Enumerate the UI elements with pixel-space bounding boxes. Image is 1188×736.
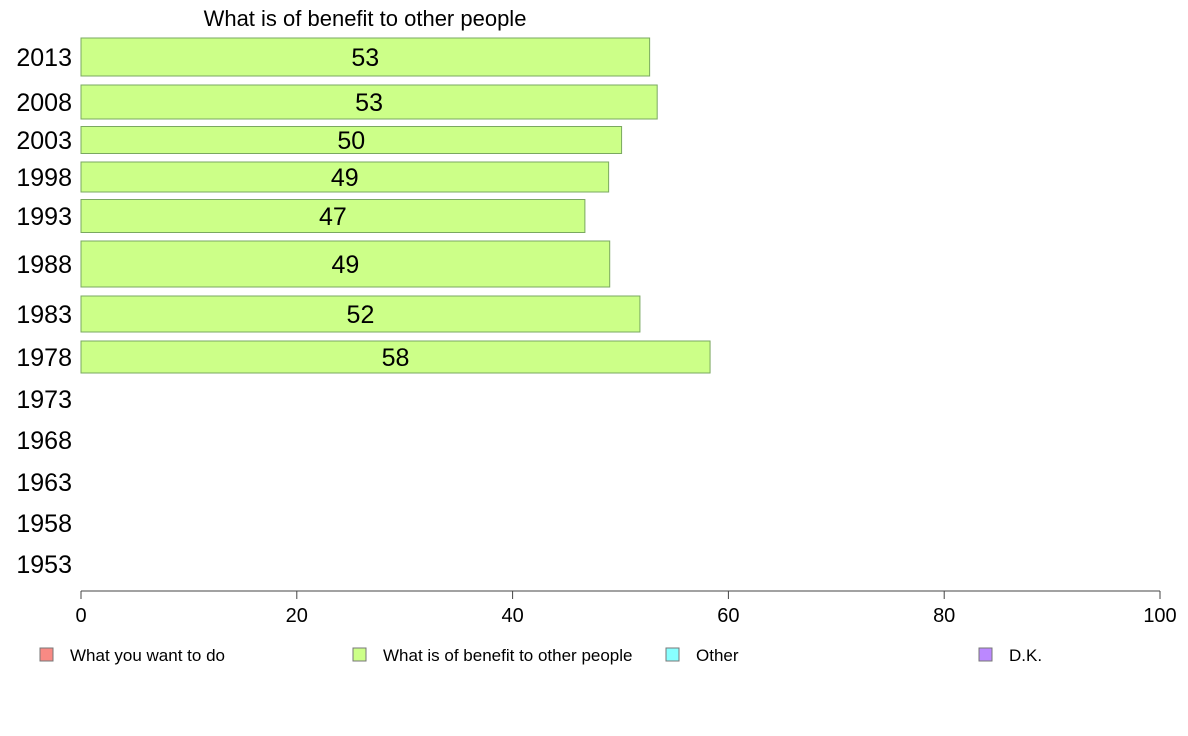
data-label-1998: 49	[331, 164, 359, 192]
legend-label-3: D.K.	[1009, 646, 1042, 665]
legend: What you want to do What is of benefit to…	[39, 646, 1042, 665]
x-tick-label-40: 40	[501, 605, 523, 627]
chart-title: What is of benefit to other people	[204, 6, 527, 31]
data-label-2008: 53	[355, 89, 383, 117]
data-label-2013: 53	[351, 44, 379, 72]
legend-swatch-1	[352, 647, 367, 662]
y-tick-label-2013: 2013	[16, 44, 72, 72]
y-tick-label-1968: 1968	[16, 427, 72, 455]
legend-label-1: What is of benefit to other people	[383, 646, 633, 665]
y-tick-label-2003: 2003	[16, 127, 72, 155]
y-tick-label-1998: 1998	[16, 164, 72, 192]
legend-swatch-2	[665, 647, 680, 662]
bar-1988	[80, 240, 611, 288]
y-tick-label-2008: 2008	[16, 89, 72, 117]
y-tick-label-1953: 1953	[16, 551, 72, 579]
y-tick-label-1978: 1978	[16, 344, 72, 372]
data-label-1988: 49	[331, 251, 359, 279]
bar-1998	[80, 161, 610, 193]
data-label-2003: 50	[337, 127, 365, 155]
bar-1983	[80, 295, 641, 333]
y-tick-label-1983: 1983	[16, 301, 72, 329]
x-tick-label-20: 20	[286, 605, 308, 627]
y-tick-label-1973: 1973	[16, 386, 72, 414]
x-tick-label-100: 100	[1143, 605, 1176, 627]
bar-2008	[80, 84, 658, 120]
bars-layer	[80, 37, 711, 374]
legend-label-0: What you want to do	[70, 646, 225, 665]
legend-label-2: Other	[696, 646, 739, 665]
bar-2013	[80, 37, 651, 77]
y-tick-label-1993: 1993	[16, 203, 72, 231]
bar-1993	[80, 199, 586, 233]
x-tick-label-0: 0	[75, 605, 86, 627]
y-tick-label-1988: 1988	[16, 251, 72, 279]
bar-2003	[80, 126, 623, 154]
legend-swatch-3	[978, 647, 993, 662]
y-tick-label-1958: 1958	[16, 510, 72, 538]
data-label-1978: 58	[382, 344, 410, 372]
x-tick-label-80: 80	[933, 605, 955, 627]
x-tick-label-60: 60	[717, 605, 739, 627]
data-label-1993: 47	[319, 203, 347, 231]
y-tick-label-1963: 1963	[16, 469, 72, 497]
legend-swatch-0	[39, 647, 54, 662]
y-axis: 2013 2008 2003 1998 1993 1988 1983 1978 1973 1968…	[16, 44, 72, 579]
x-axis: 0 20 40 60 80 100	[75, 590, 1177, 627]
bar-1978	[80, 340, 711, 374]
data-label-1983: 52	[347, 301, 375, 329]
